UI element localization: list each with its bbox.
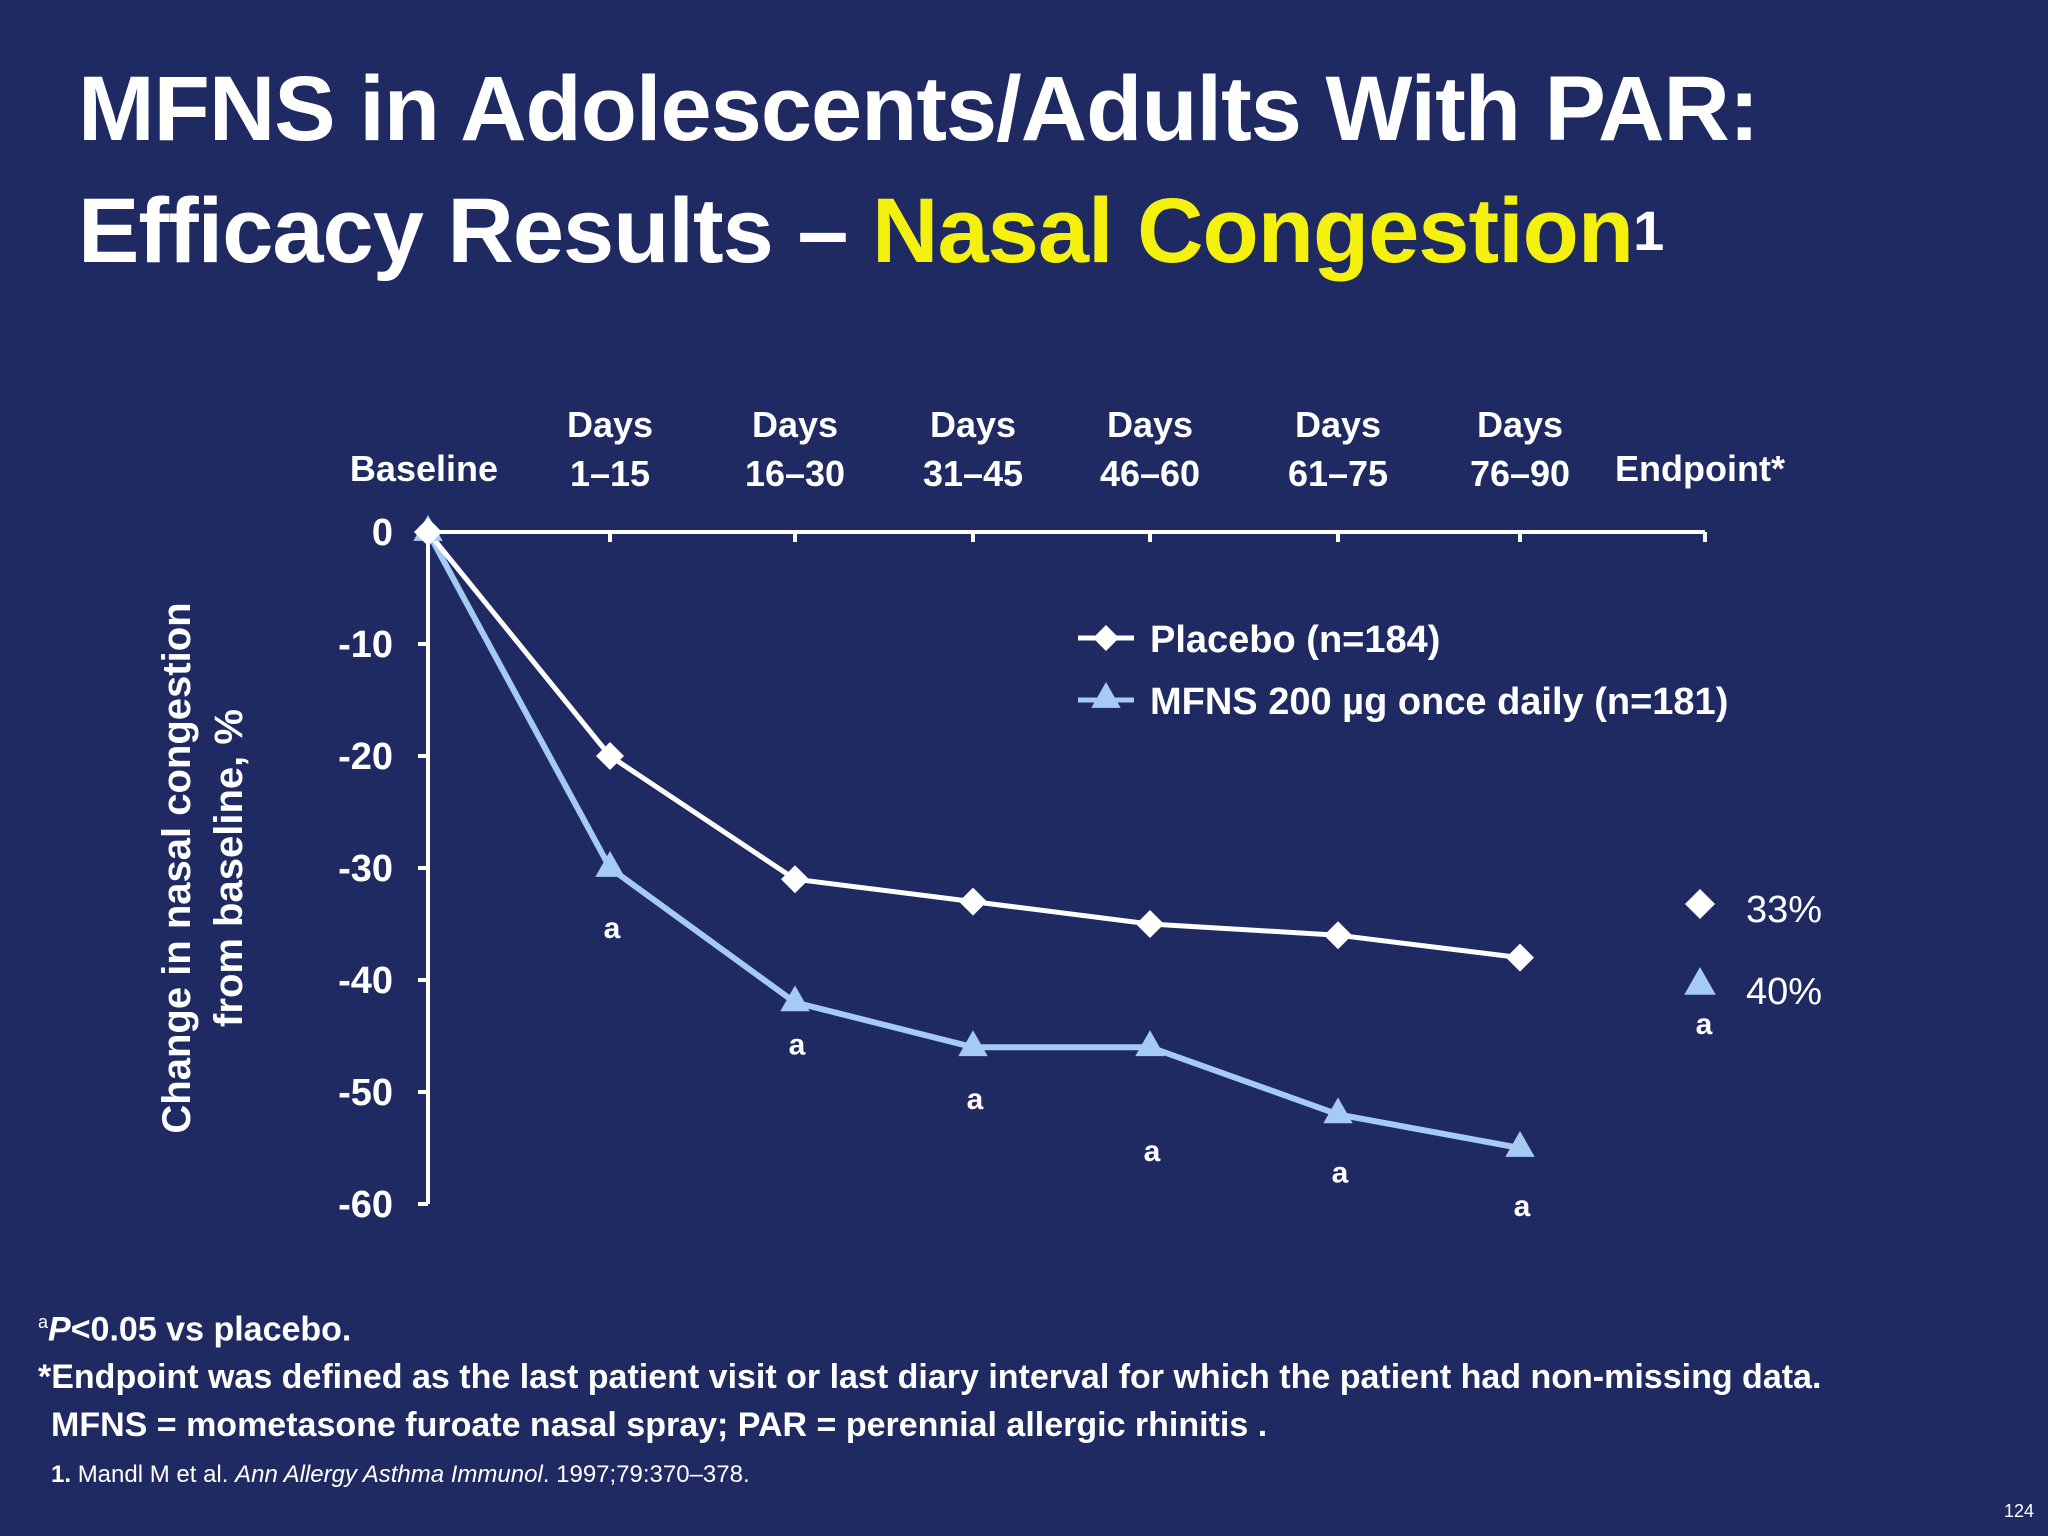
endpoint-placebo-value: 33%	[1746, 889, 1822, 931]
significance-annotation: a	[1514, 1190, 1531, 1223]
slide-title: MFNS in Adolescents/Adults With PAR: Eff…	[78, 48, 1760, 304]
abbreviations-footnote: MFNS = mometasone furoate nasal spray; P…	[51, 1406, 1268, 1445]
y-tick-label: -30	[338, 848, 393, 890]
y-tick-label: -20	[338, 736, 393, 778]
title-reference-superscript: 1	[1633, 199, 1664, 262]
y-tick-label: -50	[338, 1072, 393, 1114]
y-tick-label: -40	[338, 960, 393, 1002]
significance-text: <0.05 vs placebo.	[70, 1310, 352, 1349]
mfns-point	[1505, 1131, 1535, 1157]
x-category-label: Endpoint*	[1615, 448, 1785, 489]
x-category-label-line2: 76–90	[1470, 453, 1570, 494]
significance-annotation: a	[1144, 1135, 1161, 1168]
placebo-point	[781, 865, 809, 894]
y-axis-title: Change in nasal congestion from baseline,…	[155, 602, 251, 1133]
x-category-label-line1: Days	[1477, 404, 1563, 445]
nasal-congestion-chart: 0 -10 -20 -30 -40 -50 -60 Baseline Days 1–15 Days 1…	[155, 404, 1822, 1226]
placebo-point	[596, 742, 624, 770]
x-category-label-line2: 31–45	[923, 453, 1023, 494]
y-axis-title-line2: from baseline, %	[207, 709, 251, 1027]
title-highlight: Nasal Congestion	[872, 180, 1634, 282]
x-category-label-line2: 46–60	[1100, 453, 1200, 494]
legend-placebo-label: Placebo (n=184)	[1150, 619, 1440, 661]
significance-annotation: a	[789, 1028, 806, 1061]
x-category-label-line1: Days	[1107, 404, 1193, 445]
legend-mfns-label: MFNS 200 µg once daily (n=181)	[1150, 681, 1728, 723]
placebo-point	[414, 518, 442, 546]
reference-journal: Ann Allergy Asthma Immunol	[235, 1461, 543, 1489]
mfns-point	[1323, 1097, 1353, 1124]
y-axis-title-line1: Change in nasal congestion	[155, 602, 199, 1133]
reference-authors: Mandl M et al.	[77, 1461, 229, 1489]
placebo-point	[1506, 943, 1534, 972]
placebo-point	[1136, 910, 1164, 938]
page-number: 124	[2003, 1501, 2034, 1521]
legend-placebo-marker	[1093, 625, 1119, 651]
footnotes: aP<0.05 vs placebo. *Endpoint was define…	[38, 1298, 1998, 1493]
placebo-point	[959, 887, 987, 916]
reference-details: . 1997;79:370–378.	[542, 1461, 750, 1489]
x-category-label-line1: Days	[567, 404, 653, 445]
reference-number: 1.	[51, 1461, 72, 1489]
x-category-label-line1: Days	[930, 404, 1016, 445]
reference: 1. Mandl M et al. Ann Allergy Asthma Imm…	[38, 1457, 1998, 1493]
endpoint-footnote: *Endpoint was defined as the last patien…	[38, 1358, 1822, 1397]
x-category-label-line2: 61–75	[1288, 453, 1388, 494]
mfns-point	[1135, 1030, 1165, 1057]
endpoint-mfns-marker	[1684, 967, 1716, 995]
x-category-label-line1: Days	[752, 404, 838, 445]
significance-footnote: aP<0.05 vs placebo.	[38, 1298, 1998, 1353]
y-tick-label: 0	[372, 512, 393, 554]
title-line-2-prefix: Efficacy Results –	[78, 180, 873, 282]
x-category-label-line2: 1–15	[570, 453, 650, 494]
x-category-label-line1: Days	[1295, 404, 1381, 445]
y-tick-label: -60	[338, 1184, 393, 1226]
x-category-label-line2: 16–30	[745, 453, 845, 494]
endpoint-mfns-value: 40%	[1746, 971, 1822, 1013]
significance-superscript: a	[38, 1312, 49, 1332]
mfns-point	[780, 985, 810, 1012]
mfns-point	[958, 1030, 988, 1057]
legend-mfns-marker	[1091, 682, 1121, 708]
significance-annotation: a	[1332, 1156, 1349, 1189]
y-tick-label: -10	[338, 624, 393, 666]
endpoint-significance-annotation: a	[1696, 1008, 1713, 1041]
mfns-point	[595, 851, 625, 877]
significance-annotation: a	[967, 1083, 984, 1116]
significance-annotation: a	[604, 912, 621, 945]
x-category-label: Baseline	[350, 448, 498, 489]
title-line-1: MFNS in Adolescents/Adults With PAR:	[78, 58, 1760, 160]
endpoint-placebo-marker	[1685, 889, 1715, 919]
placebo-point	[1324, 921, 1352, 950]
significance-p: P	[48, 1310, 71, 1349]
